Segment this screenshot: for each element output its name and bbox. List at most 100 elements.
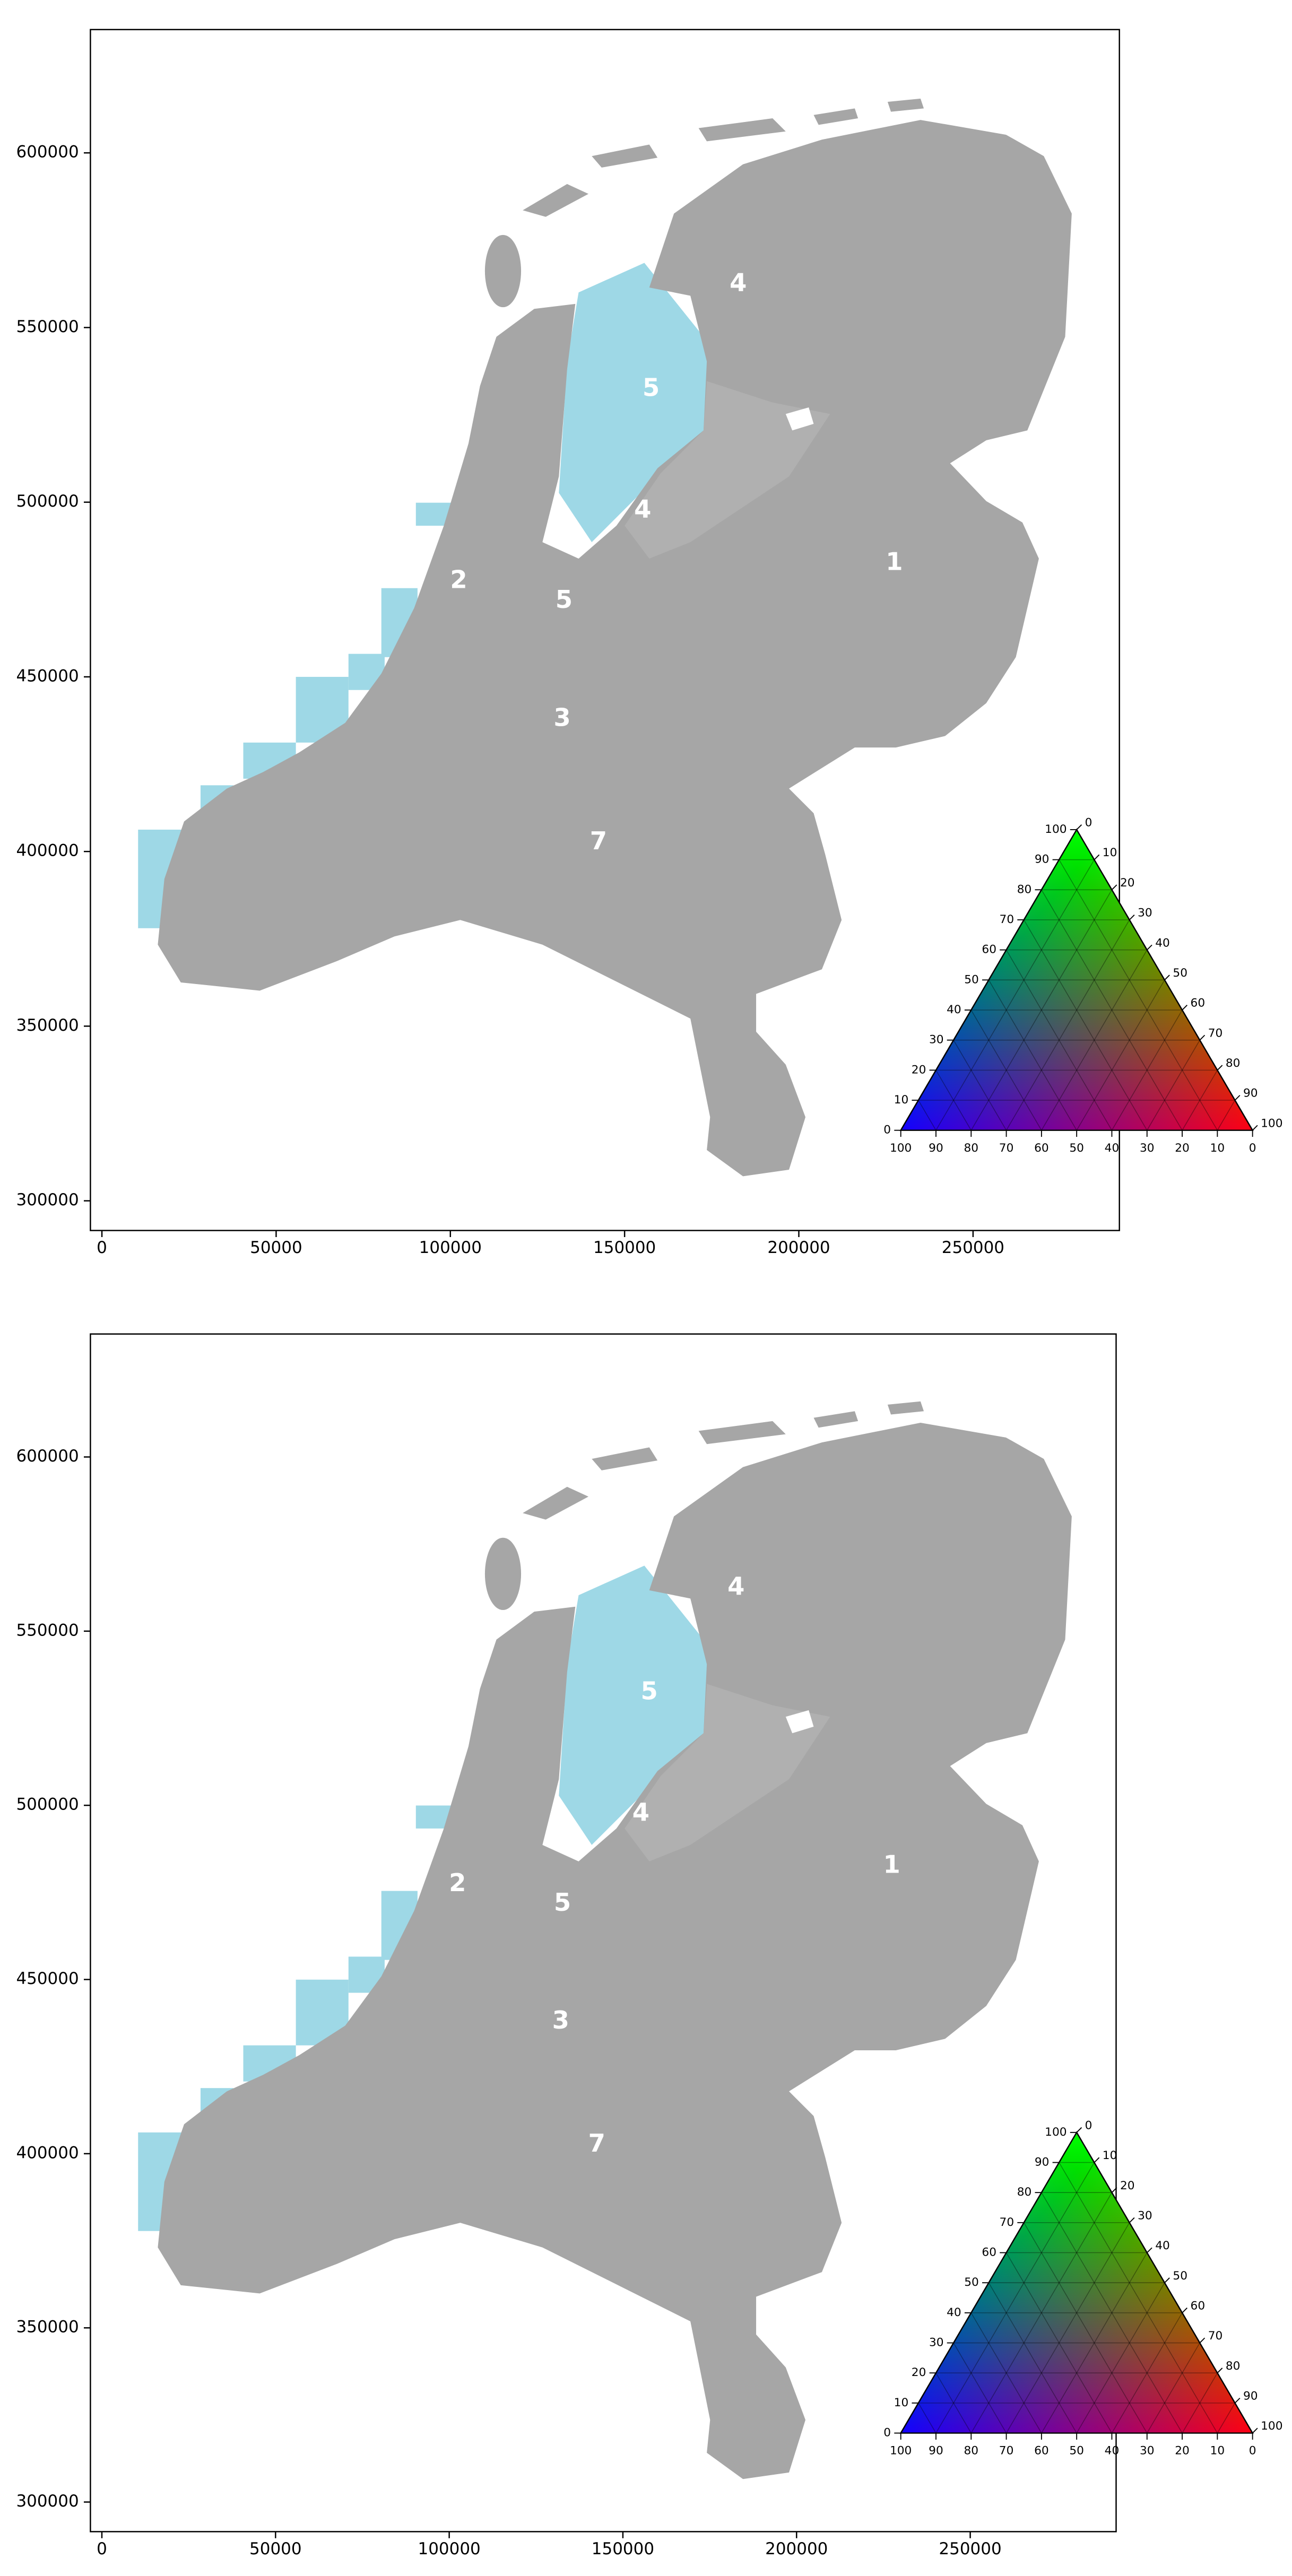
region-label: 5 <box>554 1888 571 1917</box>
ternary-legend: 0 0 0 10 10 10 20 20 20 30 30 30 40 40 40 50 50 50 60 60 60 7… <box>883 2119 1282 2457</box>
ternary-tick-label: 70 <box>999 2444 1014 2458</box>
ternary-tick <box>1217 1065 1223 1071</box>
ternary-tick <box>1094 2157 1100 2163</box>
ternary-tick-label: 60 <box>1034 1142 1049 1155</box>
ternary-tick-label: 90 <box>1035 853 1050 866</box>
ternary-tick-label: 30 <box>929 1033 944 1047</box>
ternary-tick-label: 80 <box>1017 883 1032 896</box>
ternary-tick-label: 60 <box>1191 997 1206 1010</box>
ternary-tick <box>1147 2247 1152 2253</box>
ternary-grid <box>988 2282 1077 2433</box>
ternary-tick-label: 30 <box>929 2336 944 2349</box>
ternary-tick-label: 40 <box>947 1003 961 1016</box>
ternary-tick-label: 70 <box>1000 2216 1014 2229</box>
ternary-grid <box>935 1069 972 1131</box>
region-label: 4 <box>730 268 747 297</box>
ternary-grid <box>1182 1069 1218 1131</box>
ternary-grid <box>970 2312 1042 2433</box>
x-tick-label: 50000 <box>249 2539 302 2558</box>
ternary-grid <box>1147 1040 1200 1131</box>
ternary-tick <box>1129 915 1135 920</box>
ternary-tick-label: 70 <box>1208 1026 1223 1040</box>
ternary-grid <box>1147 2343 1200 2433</box>
ternary-tick-label: 50 <box>1069 1142 1084 1155</box>
y-tick-label: 550000 <box>16 317 79 336</box>
ternary-tick-label: 40 <box>947 2306 961 2319</box>
region-label: 4 <box>727 1572 744 1600</box>
ternary-tick-label: 80 <box>964 2444 978 2458</box>
ternary-tick-label: 80 <box>1017 2186 1032 2199</box>
region-label: 7 <box>590 826 607 855</box>
ternary-tick <box>1234 2397 1241 2404</box>
map-panel: 0 50000 100000 150000 200000 2500003000003500… <box>16 1333 1283 2558</box>
ternary-legend: 0 0 0 10 10 10 20 20 20 30 30 30 40 40 40 50 50 50 60 60 60 7… <box>883 816 1282 1155</box>
ternary-color <box>900 2132 1253 2433</box>
ternary-tick-label: 20 <box>912 2366 926 2379</box>
ternary-tick-label: 10 <box>1103 846 1117 859</box>
ternary-tick-label: 50 <box>964 2276 979 2289</box>
ternary-grid <box>1041 2252 1148 2433</box>
x-tick-label: 50000 <box>250 1238 302 1257</box>
ternary-tick-label: 40 <box>1155 2239 1170 2252</box>
x-tick-label: 150000 <box>593 1238 656 1257</box>
plot-frame <box>90 29 1120 1231</box>
ternary-tick-label: 80 <box>1226 1057 1241 1070</box>
plot-frame <box>90 1333 1117 2533</box>
ternary-tick-label: 60 <box>1034 2444 1049 2458</box>
ternary-tick-label: 20 <box>912 1063 926 1076</box>
ternary-tick <box>1252 1125 1258 1131</box>
ternary-grid <box>918 1100 937 1131</box>
ternary-tick-label: 40 <box>1105 2444 1120 2458</box>
ternary-grid <box>1111 2312 1183 2433</box>
y-tick-label: 350000 <box>16 1016 79 1035</box>
ternary-tick-label: 100 <box>1045 823 1066 836</box>
ternary-grid <box>1005 2252 1113 2433</box>
ternary-grid <box>953 1040 1007 1131</box>
region-label: 7 <box>588 2129 605 2157</box>
region-label: 1 <box>883 1850 900 1879</box>
ternary-grid <box>1076 2282 1165 2433</box>
ternary-outline <box>899 2131 1254 2434</box>
y-tick-label: 600000 <box>16 143 79 162</box>
ternary-tick-label: 50 <box>1173 967 1187 980</box>
y-tick-label: 350000 <box>16 2318 79 2337</box>
region-label: 3 <box>552 2006 569 2034</box>
ternary-tick-label: 90 <box>929 1142 943 1155</box>
ternary-grid <box>1059 2162 1218 2433</box>
ternary-tick <box>1182 1005 1188 1011</box>
y-tick-label: 400000 <box>16 841 79 860</box>
ternary-tick-label: 30 <box>1140 1142 1155 1155</box>
ternary-grid <box>1041 2192 1183 2433</box>
region-label: 2 <box>449 1868 466 1897</box>
ternary-grid <box>1182 2372 1218 2433</box>
region-label: 5 <box>641 1677 658 1705</box>
ternary-tick-label: 80 <box>1226 2360 1241 2373</box>
ternary-grid <box>918 2403 937 2433</box>
ternary-tick <box>1182 2307 1188 2313</box>
ternary-tick-label: 50 <box>1173 2269 1187 2283</box>
ternary-grid <box>1005 2222 1130 2433</box>
ternary-grid <box>970 889 1113 1131</box>
ternary-grid <box>970 1009 1042 1131</box>
ternary-grid <box>935 2162 1095 2433</box>
ternary-grid <box>935 2372 972 2433</box>
ternary-grid <box>988 979 1077 1131</box>
ternary-grid <box>1076 979 1165 1131</box>
x-tick-label: 0 <box>97 1238 107 1257</box>
ternary-grid <box>1024 919 1148 1131</box>
ternary-tick <box>1094 854 1100 860</box>
ternary-tick-label: 10 <box>1210 1142 1225 1155</box>
land-mass <box>138 98 1072 1177</box>
region-label: 4 <box>634 495 651 524</box>
ternary-tick-label: 30 <box>1138 2209 1152 2222</box>
ternary-tick-label: 10 <box>1103 2149 1117 2162</box>
ternary-tick-label: 20 <box>1120 876 1135 890</box>
x-tick-label: 100000 <box>419 1238 482 1257</box>
x-tick-label: 200000 <box>767 1238 830 1257</box>
ternary-tick-label: 90 <box>1243 2390 1258 2403</box>
ternary-grid <box>953 2343 1007 2433</box>
y-tick-label: 500000 <box>16 1795 79 1814</box>
ternary-tick-label: 70 <box>1000 913 1014 926</box>
